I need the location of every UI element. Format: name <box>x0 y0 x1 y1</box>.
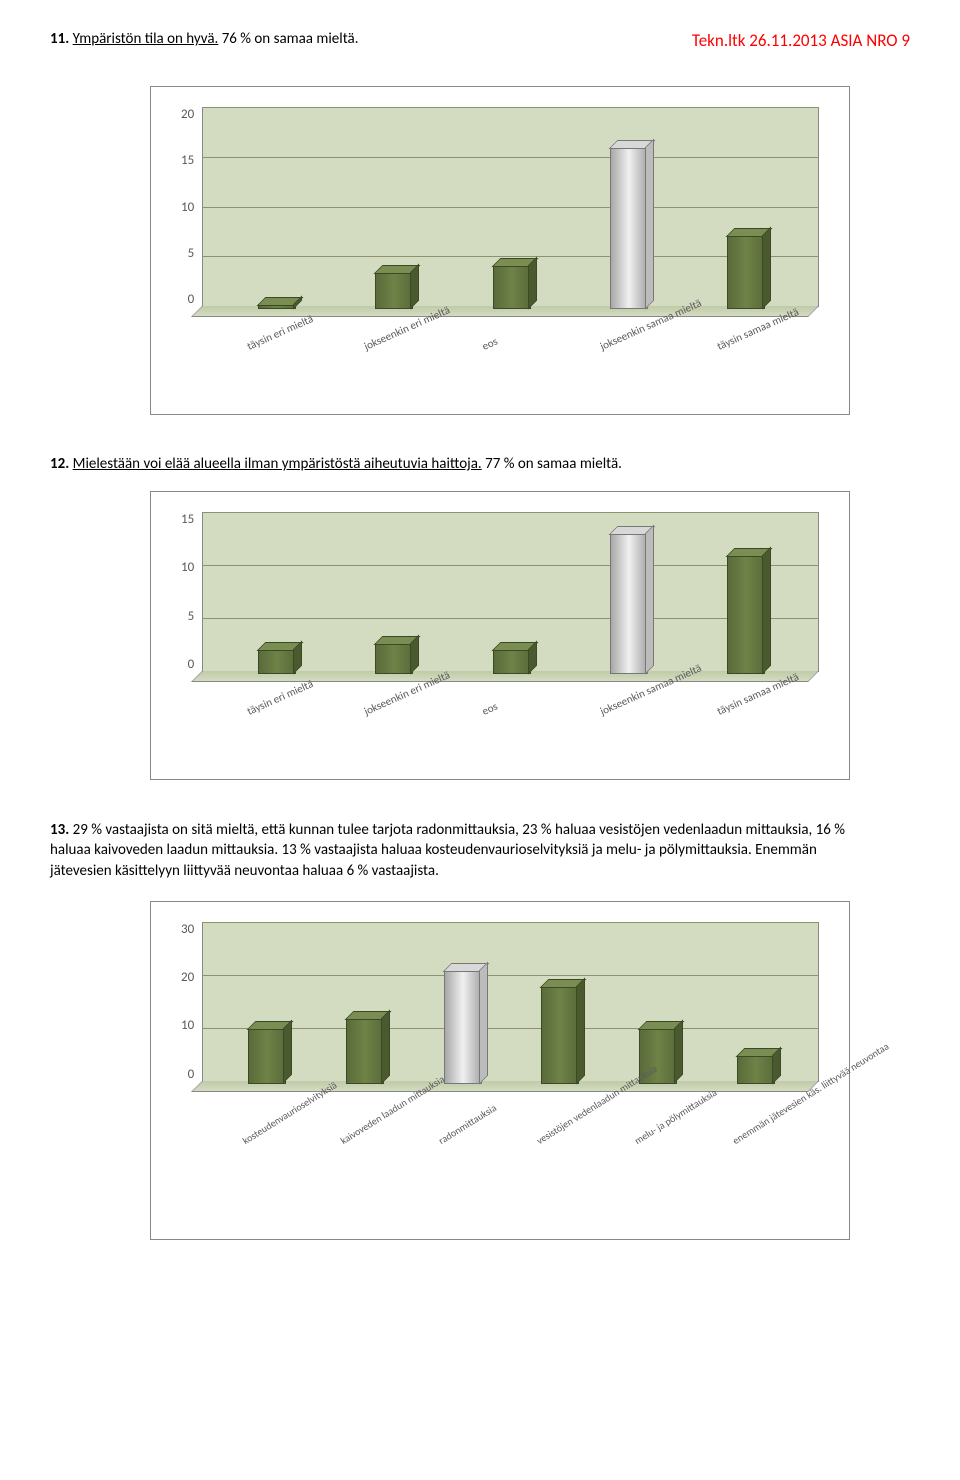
section-number: 11. <box>50 30 69 48</box>
bar <box>346 1018 382 1082</box>
section-13-text: 13. 29 % vastaajista on sitä mieltä, ett… <box>50 820 860 881</box>
bar <box>444 970 480 1082</box>
bar <box>610 147 646 307</box>
bar <box>727 555 763 672</box>
chart-2: 15 10 5 0 täysin eri mieltä jokseenkin er… <box>150 491 850 780</box>
ytick: 15 <box>181 512 194 527</box>
bar <box>258 649 294 672</box>
bar <box>610 533 646 672</box>
ytick: 10 <box>181 1018 194 1033</box>
x-label: enemmän jätevesien käs. liittyvää neuvon… <box>730 1104 788 1147</box>
bar <box>541 986 577 1082</box>
bar <box>258 304 294 307</box>
bar <box>248 1028 284 1081</box>
x-label: täysin eri mieltä <box>245 313 314 353</box>
section-12-title: 12. Mielestään voi elää alueella ilman y… <box>50 455 910 473</box>
chart-2-yaxis: 15 10 5 0 <box>181 512 202 672</box>
x-label: vesistöjen vedenlaadun mittauksia <box>534 1104 592 1147</box>
section-number: 13. <box>50 821 69 839</box>
header-row: 11. Ympäristön tila on hyvä. 76 % on sam… <box>50 30 910 66</box>
bar <box>493 649 529 672</box>
x-label: eos <box>480 678 549 718</box>
ytick: 0 <box>188 1067 195 1082</box>
x-label: jokseenkin samaa mieltä <box>598 313 667 353</box>
chart-2-plot <box>202 512 819 672</box>
chart-3-area: 30 20 10 0 <box>181 922 819 1082</box>
ytick: 15 <box>181 153 194 168</box>
chart-2-area: 15 10 5 0 <box>181 512 819 672</box>
ytick: 0 <box>188 657 195 672</box>
ytick: 5 <box>188 609 195 624</box>
section-title-underlined: Ympäristön tila on hyvä. <box>73 30 219 48</box>
ytick: 0 <box>188 292 195 307</box>
x-label: jokseenkin samaa mieltä <box>598 678 667 718</box>
x-label: täysin samaa mieltä <box>715 313 784 353</box>
ytick: 5 <box>188 246 195 261</box>
bar <box>737 1055 773 1082</box>
section-13-paragraph: 29 % vastaajista on sitä mieltä, että ku… <box>50 821 845 880</box>
x-label: jokseenkin eri mieltä <box>362 678 431 718</box>
ytick: 20 <box>181 970 194 985</box>
section-title-rest: 76 % on samaa mieltä. <box>218 30 358 48</box>
ytick: 10 <box>181 200 194 215</box>
x-label: jokseenkin eri mieltä <box>362 313 431 353</box>
section-title-rest: 77 % on samaa mieltä. <box>482 455 622 473</box>
chart-3: 30 20 10 0 kosteudenvaurioselvityksiä kai… <box>150 901 850 1240</box>
x-label: radonmittauksia <box>436 1104 494 1147</box>
bar <box>727 235 763 307</box>
chart-3-plot <box>202 922 819 1082</box>
chart-1: 20 15 10 5 0 täysin eri mieltä jokseenkin… <box>150 86 850 415</box>
section-11-title: 11. Ympäristön tila on hyvä. 76 % on sam… <box>50 30 359 48</box>
chart-1-bars <box>202 107 819 307</box>
bar <box>493 265 529 307</box>
x-label: täysin eri mieltä <box>245 678 314 718</box>
section-title-underlined: Mielestään voi elää alueella ilman ympär… <box>73 455 482 473</box>
chart-1-plot <box>202 107 819 307</box>
chart-1-area: 20 15 10 5 0 <box>181 107 819 307</box>
bar <box>375 272 411 307</box>
x-label: kosteudenvaurioselvityksiä <box>240 1104 298 1147</box>
document-reference: Tekn.ltk 26.11.2013 ASIA NRO 9 <box>692 30 910 51</box>
x-label: melu- ja pölymittauksia <box>632 1104 690 1147</box>
chart-1-yaxis: 20 15 10 5 0 <box>181 107 202 307</box>
chart-2-bars <box>202 512 819 672</box>
x-label: täysin samaa mieltä <box>715 678 784 718</box>
chart-3-bars <box>202 922 819 1082</box>
section-number: 12. <box>50 455 69 473</box>
chart-3-yaxis: 30 20 10 0 <box>181 922 202 1082</box>
bar <box>375 643 411 672</box>
ytick: 20 <box>181 107 194 122</box>
ytick: 10 <box>181 560 194 575</box>
x-label: eos <box>480 313 549 353</box>
x-label: kaivoveden laadun mittauksia <box>338 1104 396 1147</box>
ytick: 30 <box>181 922 194 937</box>
